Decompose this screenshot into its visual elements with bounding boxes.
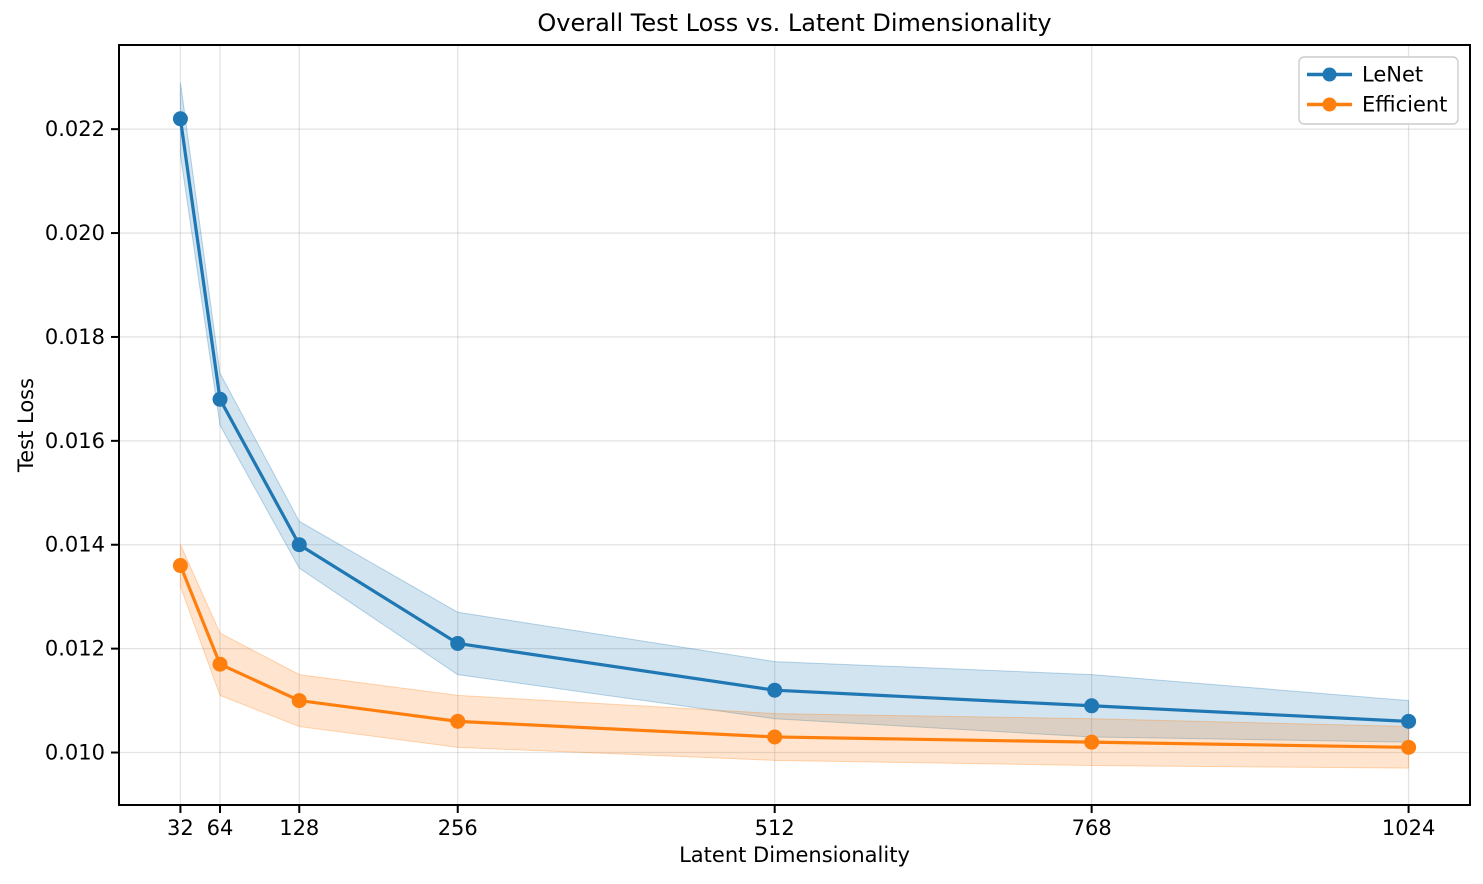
y-tick-label-0.010: 0.010 [45,741,105,765]
x-tick-label-128: 128 [279,816,319,840]
legend-swatch-marker-lenet [1322,67,1337,82]
marker-efficient-1024 [1401,739,1417,755]
axes-spines [118,44,1471,806]
x-tick-label-32: 32 [167,816,194,840]
marker-efficient-128 [291,693,307,709]
legend-label-efficient: Efficient [1362,93,1447,117]
y-tick-label-0.014: 0.014 [45,533,105,557]
confidence-band-lenet [179,82,1410,743]
marker-lenet-768 [1084,698,1100,714]
marker-efficient-32 [172,558,188,574]
marker-efficient-64 [212,656,228,672]
chart-title: Overall Test Loss vs. Latent Dimensional… [537,9,1052,37]
x-tick-label-768: 768 [1072,816,1112,840]
marker-efficient-768 [1084,734,1100,750]
x-tick-label-1024: 1024 [1382,816,1435,840]
legend-label-lenet: LeNet [1362,63,1423,87]
marker-lenet-512 [767,682,783,698]
marker-efficient-512 [767,729,783,745]
x-axis-label: Latent Dimensionality [679,843,910,867]
series-line-lenet [178,117,1411,723]
confidence-band-efficient [179,544,1410,769]
marker-lenet-32 [172,111,188,127]
y-tick-label-0.018: 0.018 [45,325,105,349]
x-tick-label-512: 512 [755,816,795,840]
marker-lenet-256 [450,635,466,651]
y-tick-label-0.022: 0.022 [45,117,105,141]
marker-lenet-128 [291,537,307,553]
marker-lenet-1024 [1401,713,1417,729]
y-tick-label-0.020: 0.020 [45,221,105,245]
y-tick-label-0.016: 0.016 [45,429,105,453]
marker-lenet-64 [212,391,228,407]
x-tick-label-256: 256 [438,816,478,840]
x-tick-label-64: 64 [207,816,234,840]
marker-efficient-256 [450,713,466,729]
y-tick-label-0.012: 0.012 [45,637,105,661]
legend-swatch-marker-efficient [1322,97,1337,112]
